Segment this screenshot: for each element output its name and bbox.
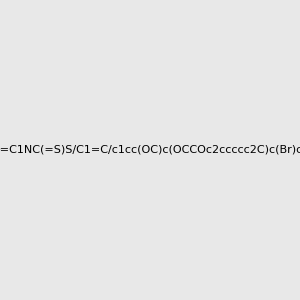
Text: O=C1NC(=S)S/C1=C/c1cc(OC)c(OCCOc2ccccc2C)c(Br)c1: O=C1NC(=S)S/C1=C/c1cc(OC)c(OCCOc2ccccc2C… <box>0 145 300 155</box>
